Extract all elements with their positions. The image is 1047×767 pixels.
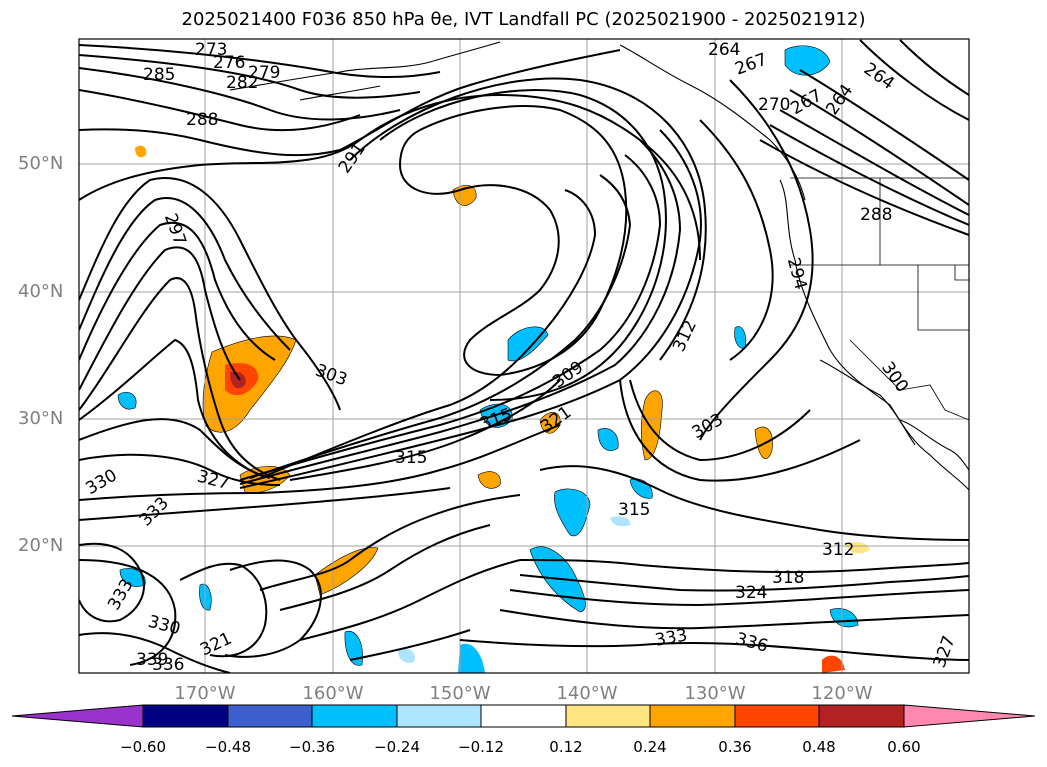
colorbar-tick-label: −0.36 [289,738,335,756]
colorbar-segment [480,704,567,728]
contour-label: 315 [618,500,650,520]
contour-label: 282 [226,73,258,93]
map-title: 2025021400 F036 850 hPa θe, IVT Landfall… [181,9,866,30]
negative-anomaly [784,45,831,76]
colorbar-segment [311,704,398,728]
negative-anomaly [119,568,146,587]
negative-anomaly [398,648,415,663]
contour-label: 264 [708,40,740,60]
positive-anomaly [640,390,663,461]
contour-label: 336 [152,655,184,675]
positive-anomaly [135,145,147,158]
lon-label: 120°W [811,683,873,704]
negative-anomaly [458,643,485,673]
colorbar-tick-label: 0.12 [549,738,583,756]
colorbar-segment [227,704,313,728]
theta-e-contours [79,39,969,673]
contour-label: 279 [248,63,280,83]
positive-anomaly [230,371,246,389]
negative-anomaly [117,391,137,410]
boundaries [790,177,969,421]
contour-label: 273 [195,40,227,60]
negative-anomaly [507,326,549,362]
colorbar-high-extension [903,704,1036,728]
colorbar-tick-label: 0.48 [802,738,836,756]
contour-label: 324 [735,583,767,603]
colorbar-tick-label: −0.12 [458,738,504,756]
lat-label: 50°N [18,153,64,174]
lat-label: 30°N [18,408,64,429]
contour-label: 276 [213,53,245,73]
contour-label: 288 [860,205,892,225]
contour-label: 288 [186,110,218,130]
contour-label: 270 [758,95,790,115]
lat-label: 40°N [18,281,64,302]
contour-label: 285 [143,65,175,85]
positive-anomaly [314,547,379,596]
colorbar-tick-label: 0.60 [887,738,921,756]
colorbar-tick-label: −0.48 [205,738,251,756]
colorbar [11,704,1036,728]
lon-label: 160°W [302,683,364,704]
colorbar-segment [818,704,905,728]
colorbar-segment [396,704,482,728]
lon-label: 140°W [556,683,618,704]
contour-label: 312 [822,540,854,560]
lon-label: 170°W [174,683,236,704]
negative-anomaly [554,488,591,537]
colorbar-segment [565,704,651,728]
colorbar-low-extension [11,704,144,728]
positive-anomaly [845,542,870,554]
positive-anomaly [822,655,845,673]
contour-label: 339 [136,650,168,670]
lon-label: 130°W [684,683,746,704]
colorbar-segment [734,704,820,728]
contour-label: 315 [395,448,427,468]
colorbar-tick-label: 0.36 [718,738,752,756]
colorbar-tick-label: −0.24 [374,738,420,756]
lon-label: 150°W [429,683,491,704]
colorbar-segment [649,704,736,728]
colorbar-tick-label: −0.60 [120,738,166,756]
negative-anomaly [344,630,363,666]
contour-label: 318 [772,568,804,588]
map-frame [78,38,970,674]
colorbar-segment [142,704,229,728]
lat-label: 20°N [18,535,64,556]
colorbar-tick-label: 0.24 [633,738,667,756]
negative-anomaly [597,428,619,451]
positive-anomaly [477,471,501,489]
negative-anomaly [610,516,631,527]
